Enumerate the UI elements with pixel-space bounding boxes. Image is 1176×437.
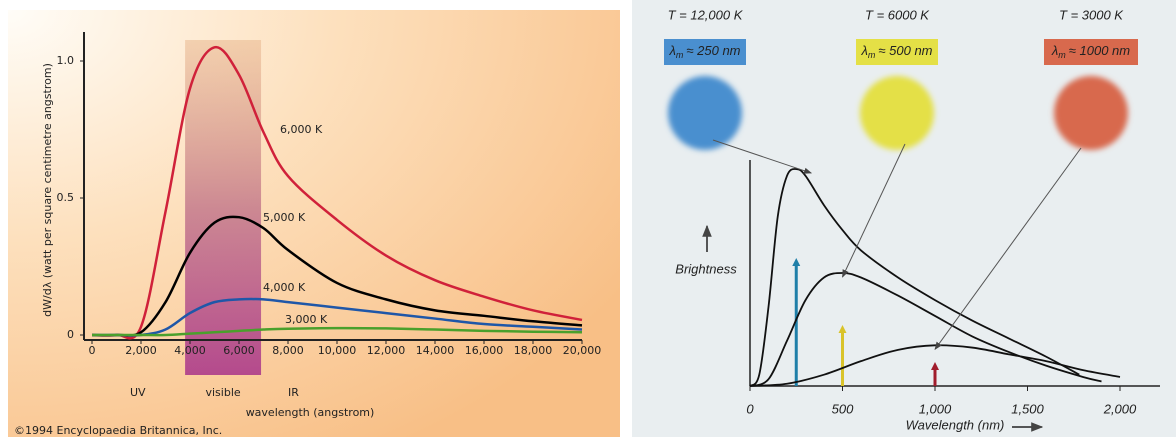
- band-label: visible: [205, 386, 240, 399]
- x-tick-label: 10,000: [318, 344, 357, 357]
- x-tick-label: 8,000: [272, 344, 304, 357]
- y-axis-title: Brightness: [675, 261, 737, 276]
- x-tick-label: 0: [746, 401, 754, 416]
- curve-label: 3,000 K: [285, 313, 328, 326]
- x-tick-label: 500: [832, 401, 854, 416]
- band-label: IR: [288, 386, 299, 399]
- x-tick-label: 6,000: [223, 344, 255, 357]
- peak-subscript: m: [676, 50, 684, 60]
- x-tick-label: 18,000: [514, 344, 553, 357]
- x-tick-label: 0: [89, 344, 96, 357]
- x-tick-label: 2,000: [125, 344, 157, 357]
- x-tick-label: 1,500: [1011, 401, 1044, 416]
- curve-label: 5,000 K: [263, 211, 306, 224]
- peak-symbol: λ: [860, 43, 867, 58]
- x-tick-label: 20,000: [563, 344, 602, 357]
- y-axis-title: dW/dλ (watt per square centimetre angstr…: [41, 63, 54, 317]
- peak-value: ≈ 1000 nm: [1069, 43, 1131, 58]
- planck-chart: dW/dλ (watt per square centimetre angstr…: [8, 10, 620, 437]
- credit: ©1994 Encyclopaedia Britannica, Inc.: [14, 424, 222, 437]
- x-tick-label: 4,000: [174, 344, 206, 357]
- peak-symbol: λ: [1051, 43, 1058, 58]
- peak-value: ≈ 250 nm: [686, 43, 740, 58]
- y-tick-label: 0: [67, 328, 74, 341]
- x-tick-label: 14,000: [416, 344, 455, 357]
- x-axis-title: wavelength (angstrom): [246, 406, 375, 419]
- y-tick-label: 1.0: [57, 54, 75, 67]
- curve-label: 6,000 K: [280, 123, 323, 136]
- wien-chart: Brightness Wavelength (nm) 0 500 1,000 1,50…: [632, 0, 1176, 437]
- x-tick-label: 16,000: [465, 344, 504, 357]
- curve-label: 4,000 K: [263, 281, 306, 294]
- page: dW/dλ (watt per square centimetre angstr…: [0, 0, 1176, 437]
- visible-band: [185, 40, 261, 375]
- color-disc: [1054, 76, 1128, 150]
- x-tick-label: 1,000: [919, 401, 952, 416]
- peak-subscript: m: [1058, 50, 1066, 60]
- temperature-label: T = 3000 K: [1059, 7, 1124, 22]
- y-tick-label: 0.5: [57, 191, 75, 204]
- x-tick-label: 12,000: [367, 344, 406, 357]
- temperature-label: T = 12,000 K: [668, 7, 744, 22]
- band-label: UV: [130, 386, 146, 399]
- peak-symbol: λ: [668, 43, 675, 58]
- peak-subscript: m: [868, 50, 876, 60]
- peak-value: ≈ 500 nm: [878, 43, 932, 58]
- x-tick-label: 2,000: [1103, 401, 1137, 416]
- panel-bg: [632, 0, 1176, 437]
- temperature-label: T = 6000 K: [865, 7, 930, 22]
- color-disc: [860, 76, 934, 150]
- panel-bg: [8, 10, 620, 437]
- color-disc: [668, 76, 742, 150]
- x-axis-title: Wavelength (nm): [906, 417, 1005, 432]
